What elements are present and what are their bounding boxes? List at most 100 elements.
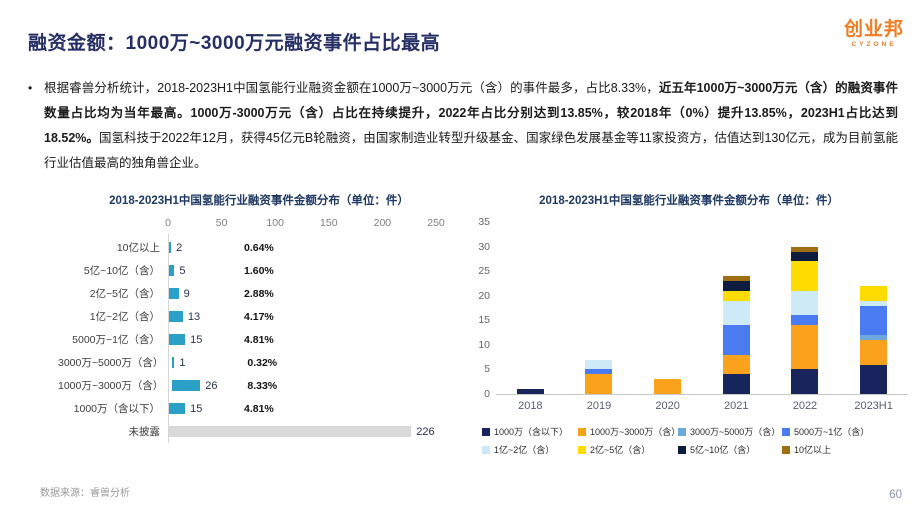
legend-swatch-icon bbox=[782, 427, 790, 436]
y-axis-tick-15: 15 bbox=[478, 314, 490, 327]
bar-segment bbox=[722, 325, 750, 355]
bar-segment bbox=[791, 315, 819, 326]
right-chart-title: 2018-2023H1中国氢能行业融资事件金额分布（单位：件） bbox=[539, 195, 839, 207]
bullet-icon: • bbox=[28, 81, 33, 95]
bar-segment bbox=[722, 280, 750, 291]
legend-swatch-icon bbox=[678, 445, 686, 454]
bar bbox=[169, 242, 172, 253]
legend-label: 1亿~2亿（含） bbox=[494, 445, 555, 455]
percent-label: 4.81% bbox=[244, 402, 274, 415]
bar-segment bbox=[860, 300, 888, 306]
value-label: 9 bbox=[183, 287, 190, 300]
chart-event-amount-stacked: 2018-2023H1中国氢能行业融资事件金额分布（单位：件） 0 5 10 15 20… bbox=[468, 192, 910, 456]
left-chart-title: 2018-2023H1中国氢能行业融资事件金额分布（单位：件） bbox=[109, 195, 409, 207]
bar-track: 9 2.88% bbox=[168, 287, 460, 300]
legend-swatch-icon bbox=[482, 445, 490, 454]
category-label: 1亿~2亿（含） bbox=[89, 311, 160, 323]
bar bbox=[169, 288, 179, 299]
bar-segment bbox=[722, 290, 750, 301]
page-title: 融资金额：1000万~3000万元融资事件占比最高 bbox=[28, 33, 441, 54]
bar-segment bbox=[585, 359, 613, 370]
legend-label: 1000万~3000万（含） bbox=[590, 427, 681, 437]
legend-swatch-icon bbox=[578, 427, 586, 436]
left-chart-row-3: 1亿~2亿（含） 13 4.17% bbox=[58, 305, 460, 328]
bar-segment bbox=[516, 389, 544, 394]
legend-label: 3000万~5000万（含） bbox=[690, 427, 781, 437]
left-chart-row-0: 10亿以上 2 0.64% bbox=[58, 236, 460, 259]
stacked-bar-2023H1 bbox=[860, 285, 888, 394]
x-axis-label-2018: 2018 bbox=[518, 400, 543, 412]
x-axis-label-2022: 2022 bbox=[792, 400, 818, 412]
bar-track: 26 8.33% bbox=[171, 379, 460, 392]
bar bbox=[172, 357, 175, 368]
bar-segment bbox=[791, 246, 819, 252]
bar-track: 13 4.17% bbox=[168, 310, 460, 323]
percent-label: 8.33% bbox=[247, 379, 278, 392]
legend-item-7: 10亿以上 bbox=[782, 443, 910, 456]
left-chart-x-axis: 0 50 100 150 200 250 bbox=[165, 217, 460, 236]
y-axis-tick-0: 0 bbox=[484, 388, 490, 400]
category-label: 1000万（含以下） bbox=[73, 403, 160, 415]
percent-label: 4.81% bbox=[244, 333, 274, 346]
category-label: 1000万~3000万（含） bbox=[58, 380, 164, 392]
value-label: 13 bbox=[187, 310, 201, 323]
legend-label: 2亿~5亿（含） bbox=[590, 445, 651, 455]
left-chart-row-7: 1000万（含以下） 15 4.81% bbox=[58, 397, 460, 420]
summary-paragraph: 根据睿兽分析统计，2018-2023H1中国氢能行业融资金额在1000万~300… bbox=[44, 76, 898, 176]
value-label: 15 bbox=[190, 402, 203, 415]
left-chart-row-2: 2亿~5亿（含） 9 2.88% bbox=[58, 282, 460, 305]
bar-track: 15 4.81% bbox=[168, 402, 460, 415]
summary-block: • 根据睿兽分析统计，2018-2023H1中国氢能行业融资金额在1000万~3… bbox=[28, 76, 898, 176]
percent-label: 0.32% bbox=[247, 356, 278, 369]
data-source-note: 数据来源：睿兽分析 bbox=[40, 488, 130, 499]
legend-item-5: 2亿~5亿（含） bbox=[578, 443, 678, 456]
value-label: 2 bbox=[176, 241, 183, 254]
bar-segment bbox=[791, 261, 819, 291]
stacked-bar-2022 bbox=[791, 246, 819, 394]
value-label: 226 bbox=[416, 425, 435, 438]
right-chart-x-labels: 2018 2019 2020 2021 2022 2023H1 bbox=[496, 395, 908, 412]
legend-swatch-icon bbox=[482, 427, 490, 436]
bar bbox=[169, 426, 412, 437]
value-label: 26 bbox=[205, 379, 218, 392]
x-axis-label-2020: 2020 bbox=[655, 400, 680, 412]
legend-label: 1000万（含以下） bbox=[494, 427, 569, 437]
legend-label: 10亿以上 bbox=[794, 445, 832, 455]
bar-segment bbox=[791, 369, 819, 394]
right-chart-legend: 1000万（含以下） 1000万~3000万（含） 3000万~5000万（含） 50… bbox=[482, 425, 910, 456]
x-axis-tick-50: 50 bbox=[215, 217, 228, 229]
summary-segment-1: 近五年1000万~3000万元（含）的融资事件数量占比均为当年最高。1000万-… bbox=[44, 81, 898, 145]
bar-track: 5 1.60% bbox=[168, 264, 460, 277]
logo-wordmark: 创业邦 bbox=[843, 19, 904, 40]
bar bbox=[169, 265, 175, 276]
legend-label: 5000万~1亿（含） bbox=[794, 427, 870, 437]
left-chart-row-4: 5000万~1亿（含） 15 4.81% bbox=[58, 328, 460, 351]
legend-item-3: 5000万~1亿（含） bbox=[782, 425, 910, 438]
y-axis-tick-25: 25 bbox=[478, 265, 490, 278]
stacked-bar-2020 bbox=[654, 379, 682, 394]
legend-swatch-icon bbox=[578, 445, 586, 454]
category-label: 5亿~10亿（含） bbox=[83, 265, 160, 277]
legend-item-2: 3000万~5000万（含） bbox=[678, 425, 782, 438]
y-axis-tick-35: 35 bbox=[478, 216, 490, 228]
x-axis-tick-100: 100 bbox=[266, 217, 284, 229]
summary-segment-2: 国氢科技于2022年12月，获得45亿元B轮融资，由国家制造业转型升级基金、国家… bbox=[44, 131, 898, 170]
legend-item-0: 1000万（含以下） bbox=[482, 425, 578, 438]
bar-segment bbox=[722, 354, 750, 375]
value-label: 5 bbox=[179, 264, 186, 277]
left-chart-row-5: 3000万~5000万（含） 1 0.32% bbox=[58, 351, 460, 374]
x-axis-label-2023H1: 2023H1 bbox=[854, 400, 893, 412]
y-axis-tick-30: 30 bbox=[478, 240, 490, 253]
x-axis-tick-150: 150 bbox=[320, 217, 338, 229]
bar-segment bbox=[860, 364, 888, 394]
legend-label: 5亿~10亿（含） bbox=[690, 445, 756, 455]
percent-label: 0.64% bbox=[244, 241, 274, 254]
cyzone-logo: 创业邦 CYZONE bbox=[844, 20, 904, 49]
category-label: 2亿~5亿（含） bbox=[89, 288, 160, 300]
legend-item-1: 1000万~3000万（含） bbox=[578, 425, 681, 438]
bar-segment bbox=[860, 339, 888, 365]
percent-label: 4.17% bbox=[244, 310, 274, 323]
bar-track: 1 0.32% bbox=[171, 356, 460, 369]
y-axis-tick-5: 5 bbox=[484, 363, 490, 376]
